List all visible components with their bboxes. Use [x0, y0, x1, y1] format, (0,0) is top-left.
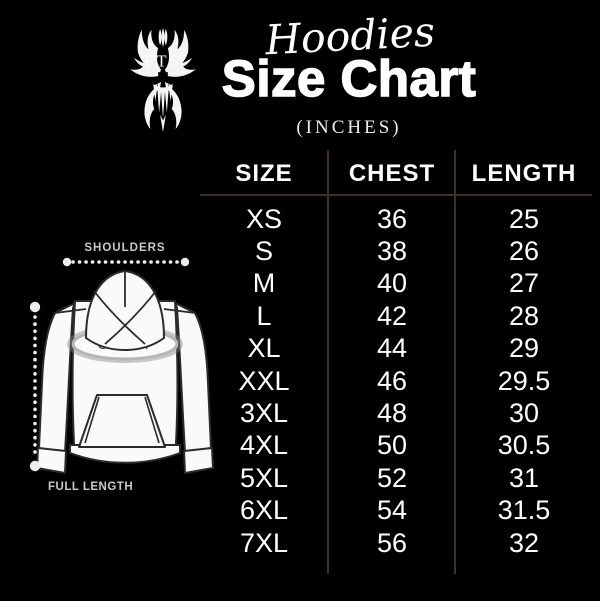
- shoulder-seam-right: [163, 308, 196, 314]
- hoodie-left-sleeve: [38, 302, 76, 453]
- hood-flap-right: [104, 290, 157, 345]
- chest-cell: 36: [376, 203, 408, 234]
- hoodie-diagram: CHEST SHOULDERS FULL LENGTH: [29, 242, 214, 493]
- table-header: SIZE CHEST LENGTH: [200, 150, 592, 196]
- pocket-seam-left: [84, 396, 100, 444]
- size-cell: 4XL: [239, 430, 289, 461]
- table-body: XS 36 25 S 38 26 M 40 27 L 42 28 XL 44: [200, 196, 592, 559]
- chest-cell: 46: [376, 365, 408, 396]
- size-cell: S: [254, 236, 273, 267]
- flame-center-spike: [161, 28, 165, 48]
- hoodie-waistband: [69, 444, 181, 464]
- hoodie-pocket: [78, 394, 166, 448]
- table-row: XS 36 25: [200, 203, 592, 235]
- full-length-top-dot: [29, 301, 41, 313]
- pocket-seam-right: [144, 396, 160, 444]
- brand-initials: FTS: [145, 52, 182, 71]
- size-cell: 3XL: [239, 398, 289, 429]
- length-cell: 27: [508, 268, 540, 299]
- full-length-bottom-dot: [29, 460, 41, 472]
- col-header-chest: CHEST: [348, 160, 436, 187]
- chest-cell: 50: [376, 430, 408, 461]
- chest-cell: 48: [376, 398, 408, 429]
- full-length-label: FULL LENGTH: [48, 481, 133, 493]
- hoodie-left-cuff: [36, 447, 67, 474]
- length-cell: 30.5: [497, 430, 551, 461]
- table-row: S 38 26: [200, 235, 592, 267]
- shoulders-label: SHOULDERS: [84, 242, 165, 254]
- chest-cell: 38: [376, 236, 408, 267]
- chest-cell: 54: [376, 495, 408, 526]
- size-cell: L: [256, 300, 272, 331]
- length-cell: 29.5: [497, 365, 551, 396]
- table-row: 5XL 52 31: [200, 462, 592, 494]
- length-cell: 31: [508, 462, 540, 493]
- size-cell: XL: [247, 333, 281, 364]
- col-header-length: LENGTH: [471, 160, 577, 187]
- units-subtitle: (INCHES): [296, 117, 402, 138]
- size-cell: XXL: [238, 365, 290, 396]
- length-cell: 28: [508, 300, 540, 331]
- table-row: 7XL 56 32: [200, 527, 592, 559]
- size-cell: 7XL: [239, 527, 289, 558]
- size-cell: M: [252, 268, 276, 299]
- hoodie-hood: [85, 270, 165, 351]
- size-cell: 6XL: [239, 495, 289, 526]
- length-cell: 29: [508, 333, 540, 364]
- table-row: XXL 46 29.5: [200, 365, 592, 397]
- chest-cell: 40: [376, 268, 408, 299]
- col-header-size: SIZE: [235, 160, 293, 187]
- size-cell: 5XL: [239, 462, 289, 493]
- length-cell: 25: [508, 203, 540, 234]
- length-cell: 30: [508, 398, 540, 429]
- shoulders-line-right-dot: [180, 257, 190, 267]
- size-table: SIZE CHEST LENGTH XS 36 25 S 38 26 M 40 …: [200, 150, 592, 574]
- shoulder-seam-left: [54, 308, 87, 314]
- flame-bottom-drip: [160, 114, 166, 133]
- brand-logo: FTS: [130, 28, 196, 133]
- table-row: M 40 27: [200, 268, 592, 300]
- table-row: L 42 28: [200, 300, 592, 332]
- column-divider-1: [327, 150, 329, 574]
- table-row: XL 44 29: [200, 333, 592, 365]
- hood-flap-left: [93, 290, 146, 345]
- table-row: 6XL 54 31.5: [200, 495, 592, 527]
- table-row: 3XL 48 30: [200, 397, 592, 429]
- hoodie-right-cuff: [183, 447, 214, 474]
- chest-cell: 44: [376, 333, 408, 364]
- page-title: Size Chart: [221, 49, 477, 108]
- chest-cell: 52: [376, 462, 408, 493]
- flame-drips: [153, 83, 173, 119]
- length-cell: 32: [508, 527, 540, 558]
- chest-cell: 42: [376, 300, 408, 331]
- column-divider-2: [454, 150, 456, 574]
- size-cell: XS: [245, 203, 283, 234]
- length-cell: 26: [508, 236, 540, 267]
- table-row: 4XL 50 30.5: [200, 430, 592, 462]
- length-cell: 31.5: [497, 495, 551, 526]
- shoulders-line-left-dot: [62, 257, 72, 267]
- chest-cell: 56: [376, 527, 408, 558]
